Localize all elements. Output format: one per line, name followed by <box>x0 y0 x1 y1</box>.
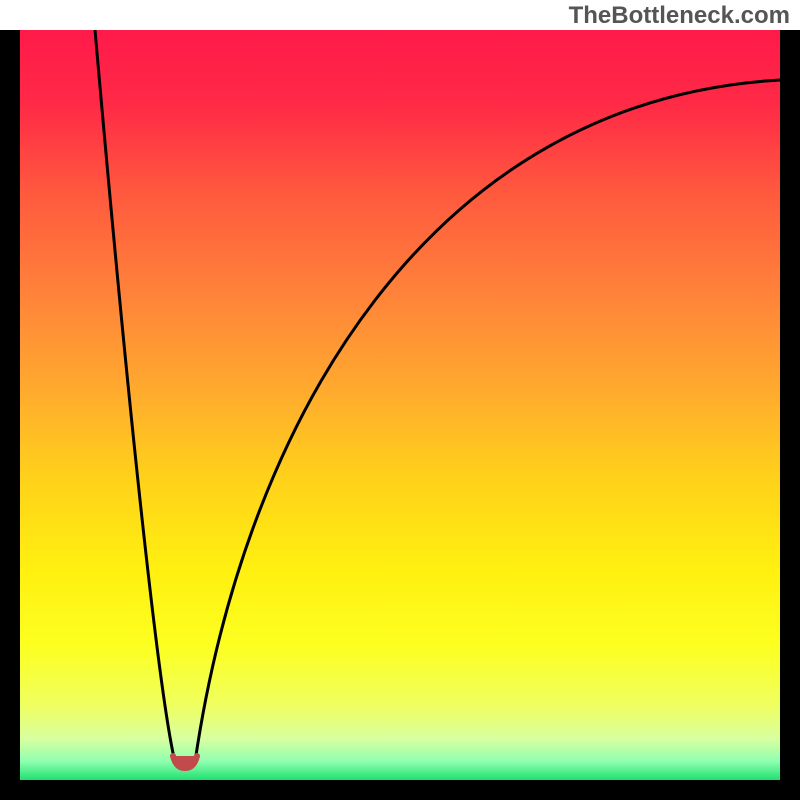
chart-container: TheBottleneck.com <box>0 0 800 800</box>
watermark-text: TheBottleneck.com <box>569 2 790 30</box>
frame-outer <box>0 30 800 800</box>
